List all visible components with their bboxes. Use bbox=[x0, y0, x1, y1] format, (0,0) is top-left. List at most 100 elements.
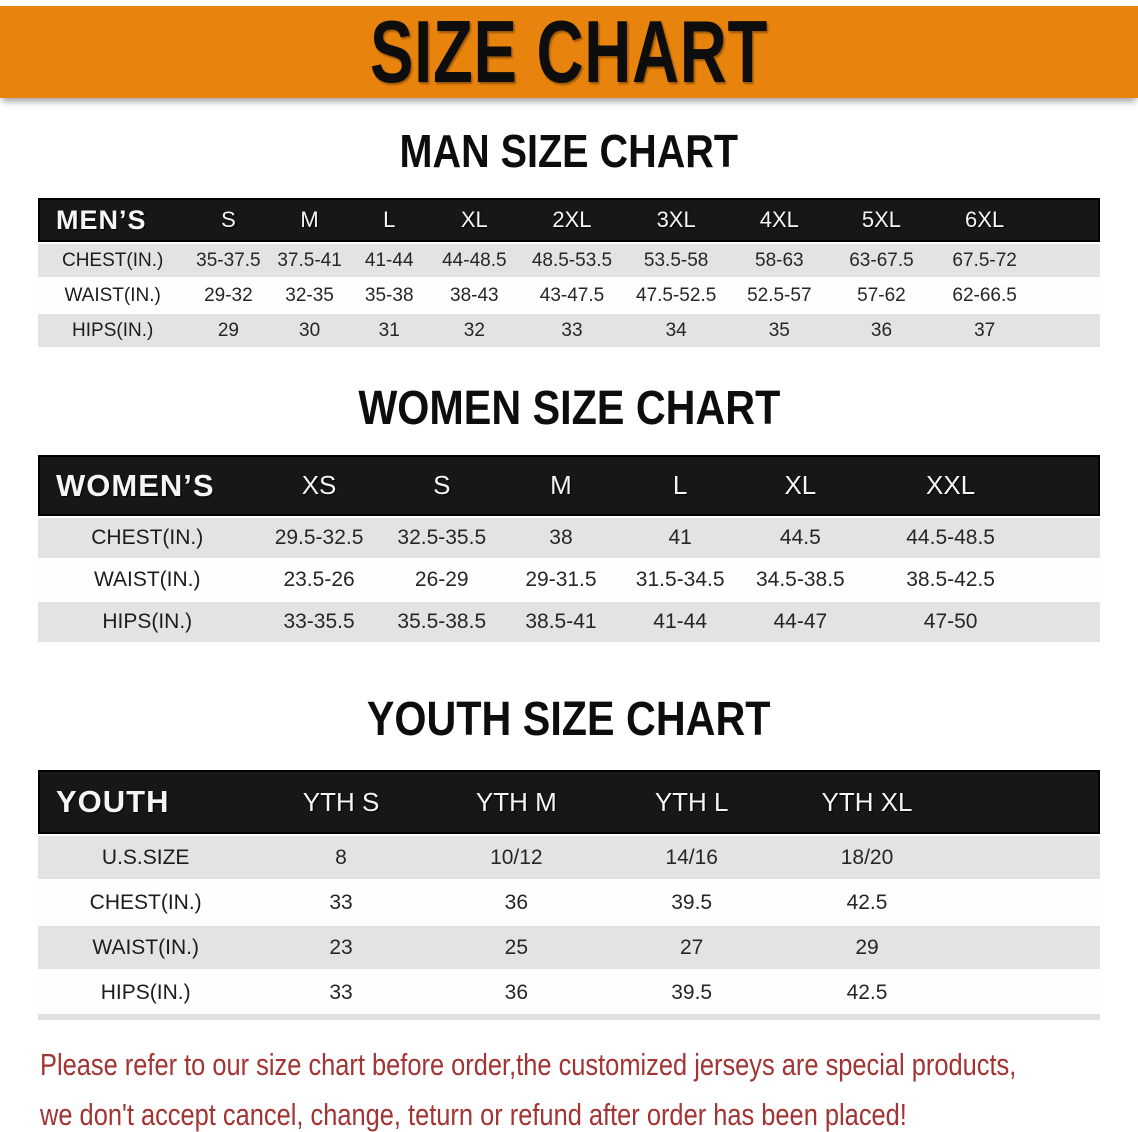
women-section-heading: WOMEN SIZE CHART bbox=[358, 382, 780, 435]
size-column-header: S bbox=[187, 198, 270, 242]
measurement-value: 44.5 bbox=[740, 516, 861, 558]
measurement-value: 33-35.5 bbox=[256, 600, 382, 642]
row-spacer bbox=[1036, 312, 1100, 347]
men-section-heading: MAN SIZE CHART bbox=[399, 125, 739, 177]
size-group-label: WOMEN’S bbox=[38, 455, 257, 516]
measurement-value: 14/16 bbox=[604, 834, 780, 879]
measurement-value: 31.5-34.5 bbox=[620, 558, 741, 600]
measurement-value: 29-32 bbox=[187, 277, 270, 312]
women-size-header-row: WOMEN’S XS S M L XL XXL bbox=[38, 455, 1100, 516]
size-column-header: YTH S bbox=[253, 770, 429, 834]
measurement-value: 36 bbox=[428, 969, 605, 1014]
measurement-value: 38.5-41 bbox=[501, 600, 621, 642]
measurement-label: WAIST(IN.) bbox=[38, 558, 257, 600]
size-group-label: MEN’S bbox=[38, 198, 188, 242]
measurement-value: 29-31.5 bbox=[501, 558, 621, 600]
measurement-value: 25 bbox=[428, 924, 605, 969]
measurement-value: 53.5-58 bbox=[624, 242, 729, 277]
measurement-label: WAIST(IN.) bbox=[38, 924, 254, 969]
measurement-value: 36 bbox=[830, 312, 933, 347]
measurement-row: WAIST(IN.) 23 25 27 29 bbox=[38, 924, 1100, 969]
size-column-header: 5XL bbox=[830, 198, 933, 242]
measurement-value: 33 bbox=[253, 969, 429, 1014]
measurement-value: 41-44 bbox=[620, 600, 741, 642]
measurement-label: CHEST(IN.) bbox=[38, 242, 188, 277]
row-spacer bbox=[1040, 558, 1100, 600]
row-spacer bbox=[1040, 600, 1100, 642]
measurement-label: WAIST(IN.) bbox=[38, 277, 188, 312]
disclaimer-line-2: we don't accept cancel, change, teturn o… bbox=[40, 1097, 907, 1132]
row-spacer bbox=[1036, 242, 1100, 277]
size-column-header: 2XL bbox=[519, 198, 625, 242]
size-column-header: YTH L bbox=[604, 770, 780, 834]
men-size-section: MAN SIZE CHART MEN’S S M L XL 2XL 3XL 4XL 5XL 6XL… bbox=[0, 128, 1138, 347]
measurement-value: 38-43 bbox=[428, 277, 520, 312]
size-chart-banner: SIZE CHART bbox=[0, 6, 1138, 98]
measurement-value: 27 bbox=[604, 924, 780, 969]
row-spacer bbox=[954, 924, 1100, 969]
measurement-row: HIPS(IN.) 33 36 39.5 42.5 bbox=[38, 969, 1100, 1014]
measurement-value: 35-37.5 bbox=[187, 242, 270, 277]
measurement-value: 23 bbox=[253, 924, 429, 969]
measurement-value: 52.5-57 bbox=[728, 277, 831, 312]
measurement-value: 31 bbox=[349, 312, 429, 347]
row-spacer bbox=[954, 969, 1100, 1014]
header-spacer bbox=[954, 770, 1100, 834]
row-spacer bbox=[1036, 277, 1100, 312]
women-size-section: WOMEN SIZE CHART WOMEN’S XS S M L XL XXL CHEST… bbox=[0, 385, 1138, 642]
measurement-value: 37 bbox=[932, 312, 1037, 347]
measurement-value: 43-47.5 bbox=[519, 277, 625, 312]
measurement-value: 36 bbox=[428, 879, 605, 924]
measurement-value: 33 bbox=[519, 312, 625, 347]
measurement-value: 18/20 bbox=[779, 834, 955, 879]
header-spacer bbox=[1040, 455, 1100, 516]
measurement-value: 38.5-42.5 bbox=[860, 558, 1041, 600]
size-column-header: XS bbox=[256, 455, 382, 516]
measurement-value: 44-48.5 bbox=[428, 242, 520, 277]
measurement-value: 38 bbox=[501, 516, 621, 558]
measurement-value: 29 bbox=[187, 312, 270, 347]
measurement-value: 26-29 bbox=[381, 558, 502, 600]
measurement-value: 44.5-48.5 bbox=[860, 516, 1041, 558]
measurement-row: WAIST(IN.) 29-32 32-35 35-38 38-43 43-47.5 47.… bbox=[38, 277, 1100, 312]
youth-size-section: YOUTH SIZE CHART YOUTH YTH S YTH M YTH L YTH… bbox=[0, 696, 1138, 1020]
measurement-value: 23.5-26 bbox=[256, 558, 382, 600]
youth-size-table: YOUTH YTH S YTH M YTH L YTH XL U.S.SIZE 8 10/1… bbox=[38, 770, 1100, 1020]
row-spacer bbox=[1040, 516, 1100, 558]
size-column-header: YTH M bbox=[428, 770, 605, 834]
measurement-row: U.S.SIZE 8 10/12 14/16 18/20 bbox=[38, 834, 1100, 879]
measurement-value: 44-47 bbox=[740, 600, 861, 642]
women-size-table: WOMEN’S XS S M L XL XXL CHEST(IN.) 29.5-32.5 32.… bbox=[38, 455, 1100, 642]
measurement-value: 58-63 bbox=[728, 242, 831, 277]
measurement-value: 32.5-35.5 bbox=[381, 516, 502, 558]
measurement-value: 48.5-53.5 bbox=[519, 242, 625, 277]
size-column-header: YTH XL bbox=[779, 770, 955, 834]
measurement-value: 67.5-72 bbox=[932, 242, 1037, 277]
measurement-value: 35 bbox=[728, 312, 831, 347]
measurement-value: 42.5 bbox=[779, 879, 955, 924]
measurement-label: HIPS(IN.) bbox=[38, 312, 188, 347]
men-size-header-row: MEN’S S M L XL 2XL 3XL 4XL 5XL 6XL bbox=[38, 198, 1100, 242]
measurement-value: 63-67.5 bbox=[830, 242, 933, 277]
measurement-value: 32-35 bbox=[269, 277, 350, 312]
measurement-value: 47-50 bbox=[860, 600, 1041, 642]
youth-section-heading: YOUTH SIZE CHART bbox=[367, 693, 771, 746]
measurement-row: HIPS(IN.) 29 30 31 32 33 34 35 36 37 bbox=[38, 312, 1100, 347]
size-column-header: S bbox=[381, 455, 502, 516]
size-column-header: XXL bbox=[860, 455, 1041, 516]
measurement-value: 41-44 bbox=[349, 242, 429, 277]
size-column-header: XL bbox=[428, 198, 520, 242]
header-spacer bbox=[1036, 198, 1100, 242]
size-column-header: 6XL bbox=[932, 198, 1037, 242]
row-spacer bbox=[954, 879, 1100, 924]
measurement-row: CHEST(IN.) 35-37.5 37.5-41 41-44 44-48.5 48.5… bbox=[38, 242, 1100, 277]
measurement-value: 34 bbox=[624, 312, 729, 347]
measurement-value: 39.5 bbox=[604, 969, 780, 1014]
measurement-value: 39.5 bbox=[604, 879, 780, 924]
measurement-label: CHEST(IN.) bbox=[38, 879, 254, 924]
measurement-value: 42.5 bbox=[779, 969, 955, 1014]
measurement-row: WAIST(IN.) 23.5-26 26-29 29-31.5 31.5-34.5 34… bbox=[38, 558, 1100, 600]
size-column-header: M bbox=[269, 198, 350, 242]
measurement-row: CHEST(IN.) 33 36 39.5 42.5 bbox=[38, 879, 1100, 924]
measurement-value: 62-66.5 bbox=[932, 277, 1037, 312]
